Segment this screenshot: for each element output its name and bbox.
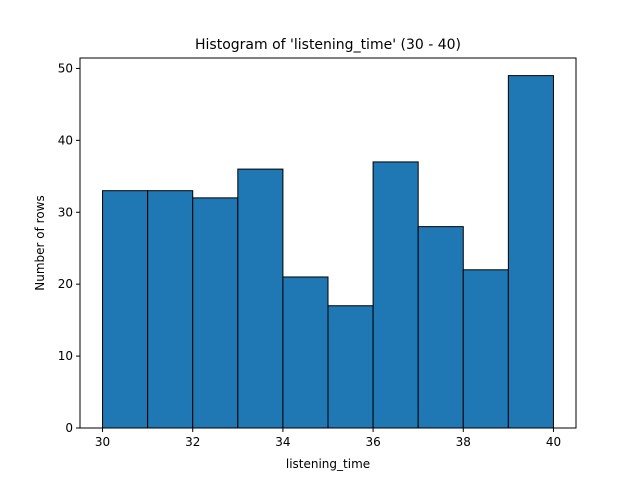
histogram-bar [372,161,419,429]
x-axis-label: listening_time [286,457,370,471]
x-tick-label: 30 [95,435,110,449]
histogram-bar [507,75,554,429]
x-axis-ticks: 30 32 34 36 38 40 [95,428,561,449]
y-axis-label: Number of rows [33,195,47,290]
x-tick-label: 32 [185,435,200,449]
y-tick-label: 40 [58,133,73,147]
chart-title: Histogram of 'listening_time' (30 - 40) [195,37,461,53]
histogram-bar [462,269,509,429]
x-tick-label: 38 [456,435,471,449]
y-tick-label: 10 [58,349,73,363]
histogram-bar [237,168,284,429]
y-axis-ticks: 0 10 20 30 40 50 [58,61,80,435]
histogram-bar [327,305,374,429]
histogram-bar [417,226,464,429]
axes-frame [79,57,577,429]
y-tick-label: 20 [58,277,73,291]
x-tick-label: 36 [365,435,380,449]
x-tick-label: 34 [275,435,290,449]
y-tick-label: 30 [58,205,73,219]
y-tick-label: 0 [65,421,73,435]
x-tick-label: 40 [546,435,561,449]
y-tick-label: 50 [58,61,73,75]
histogram-bar [102,190,149,429]
histogram-bar [282,276,329,429]
histogram-bar [147,190,194,429]
bars-group [102,75,554,429]
histogram-bar [192,197,239,429]
